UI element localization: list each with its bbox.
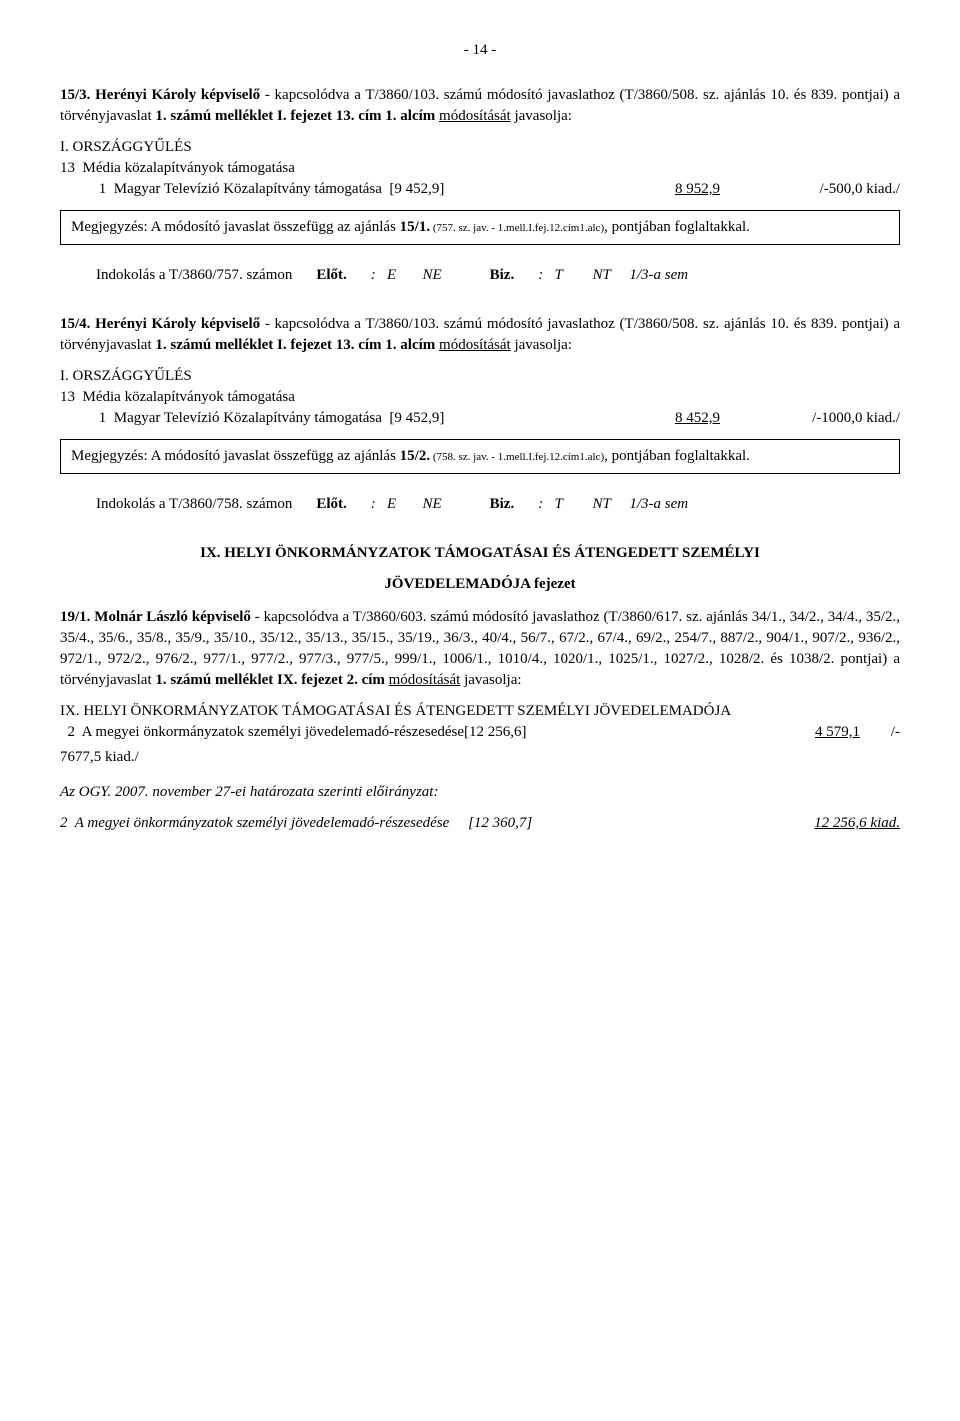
note-bold: 15/2. [400, 448, 430, 464]
amount-val2: /- [860, 722, 900, 743]
entry2-list: I. ORSZÁGGYŰLÉS 13 Média közalapítványok… [60, 366, 900, 429]
entry-number: 15/3. [60, 87, 90, 103]
amount-row: 1 Magyar Televízió Közalapítvány támogat… [80, 408, 900, 429]
note-small: (758. sz. jav. - 1.mell.I.fej.12.cím1.al… [430, 451, 604, 463]
entry-name: Herényi Károly képviselő [90, 316, 260, 332]
note-small: (757. sz. jav. - 1.mell.I.fej.12.cím1.al… [430, 222, 604, 234]
entry-number: 15/4. [60, 316, 90, 332]
line-13: 13 Média közalapítványok támogatása [60, 387, 900, 408]
entry-underline: módosítását [439, 337, 511, 353]
entry-bold2: 1. számú melléklet IX. fejezet 2. cím [155, 672, 388, 688]
indokolas-label: Indokolás a T/3860/758. számon [96, 494, 292, 515]
elot-label: Előt. [316, 267, 346, 283]
amount-val1: 4 579,1 [740, 722, 860, 743]
entry-underline: módosítását [439, 108, 511, 124]
page-number: - 14 - [60, 40, 900, 61]
note-post: , pontjában foglaltakkal. [604, 448, 750, 464]
line-13: 13 Média közalapítványok támogatása [60, 158, 900, 179]
entry-number: 19/1. [60, 609, 90, 625]
entry-19-1-heading: 19/1. Molnár László képviselő - kapcsoló… [60, 607, 900, 691]
indokolas-label: Indokolás a T/3860/757. számon [96, 265, 292, 286]
amount-row: 1 Magyar Televízió Közalapítvány támogat… [80, 179, 900, 200]
amount-row: 2 A megyei önkormányzatok személyi jöved… [60, 722, 900, 743]
entry-rest2: javasolja: [511, 337, 572, 353]
note-bold: 15/1. [400, 219, 430, 235]
orszaggyules-label: I. ORSZÁGGYŰLÉS [60, 366, 900, 387]
entry-bold2: 1. számú melléklet I. fejezet 13. cím 1.… [155, 337, 439, 353]
note-post: , pontjában foglaltakkal. [604, 219, 750, 235]
section-title-line1: IX. HELYI ÖNKORMÁNYZATOK TÁMOGATÁSAI ÉS … [60, 543, 900, 564]
amount-val1: 8 452,9 [600, 408, 720, 429]
footnote-row: 2 A megyei önkormányzatok személyi jöved… [60, 813, 900, 834]
ogy-footnote-label: Az OGY. 2007. november 27-ei határozata … [60, 782, 900, 803]
section-title-line2: JÖVEDELEMADÓJA fejezet [60, 574, 900, 595]
biz-val: : T NT 1/3-a sem [538, 267, 688, 283]
entry-rest2: javasolja: [511, 108, 572, 124]
indokolas-row-2: Indokolás a T/3860/758. számon Előt. : E … [96, 494, 900, 515]
biz-label: Biz. [490, 496, 515, 512]
entry-bold2: 1. számú melléklet I. fejezet 13. cím 1.… [155, 108, 439, 124]
note-pre: Megjegyzés: A módosító javaslat összefüg… [71, 448, 400, 464]
entry-15-4-heading: 15/4. Herényi Károly képviselő - kapcsol… [60, 314, 900, 356]
ix-label: IX. HELYI ÖNKORMÁNYZATOK TÁMOGATÁSAI ÉS … [60, 701, 900, 722]
elot-val: : E NE [371, 496, 442, 512]
amount-val2: /-500,0 kiad./ [720, 179, 900, 200]
amount-label: 1 Magyar Televízió Közalapítvány támogat… [80, 408, 600, 429]
entry1-list: I. ORSZÁGGYŰLÉS 13 Média közalapítványok… [60, 137, 900, 200]
amount-label: 2 A megyei önkormányzatok személyi jöved… [60, 722, 740, 743]
entry-name: Herényi Károly képviselő [90, 87, 260, 103]
note-box-1: Megjegyzés: A módosító javaslat összefüg… [60, 210, 900, 245]
entry-underline: módosítását [389, 672, 461, 688]
foot-val: 12 256,6 kiad. [760, 813, 900, 834]
note-box-2: Megjegyzés: A módosító javaslat összefüg… [60, 439, 900, 474]
amount-val2: /-1000,0 kiad./ [720, 408, 900, 429]
indokolas-row-1: Indokolás a T/3860/757. számon Előt. : E … [96, 265, 900, 286]
entry-name: Molnár László képviselő [90, 609, 250, 625]
elot-val: : E NE [371, 267, 442, 283]
amount-label: 1 Magyar Televízió Közalapítvány támogat… [80, 179, 600, 200]
entry-15-3-heading: 15/3. Herényi Károly képviselő - kapcsol… [60, 85, 900, 127]
entry-rest2: javasolja: [460, 672, 521, 688]
biz-label: Biz. [490, 267, 515, 283]
entry3-list: IX. HELYI ÖNKORMÁNYZATOK TÁMOGATÁSAI ÉS … [60, 701, 900, 768]
orszaggyules-label: I. ORSZÁGGYŰLÉS [60, 137, 900, 158]
elot-label: Előt. [316, 496, 346, 512]
biz-val: : T NT 1/3-a sem [538, 496, 688, 512]
amount-continuation: 7677,5 kiad./ [60, 747, 900, 768]
note-pre: Megjegyzés: A módosító javaslat összefüg… [71, 219, 400, 235]
amount-val1: 8 952,9 [600, 179, 720, 200]
foot-left: 2 A megyei önkormányzatok személyi jöved… [60, 813, 760, 834]
